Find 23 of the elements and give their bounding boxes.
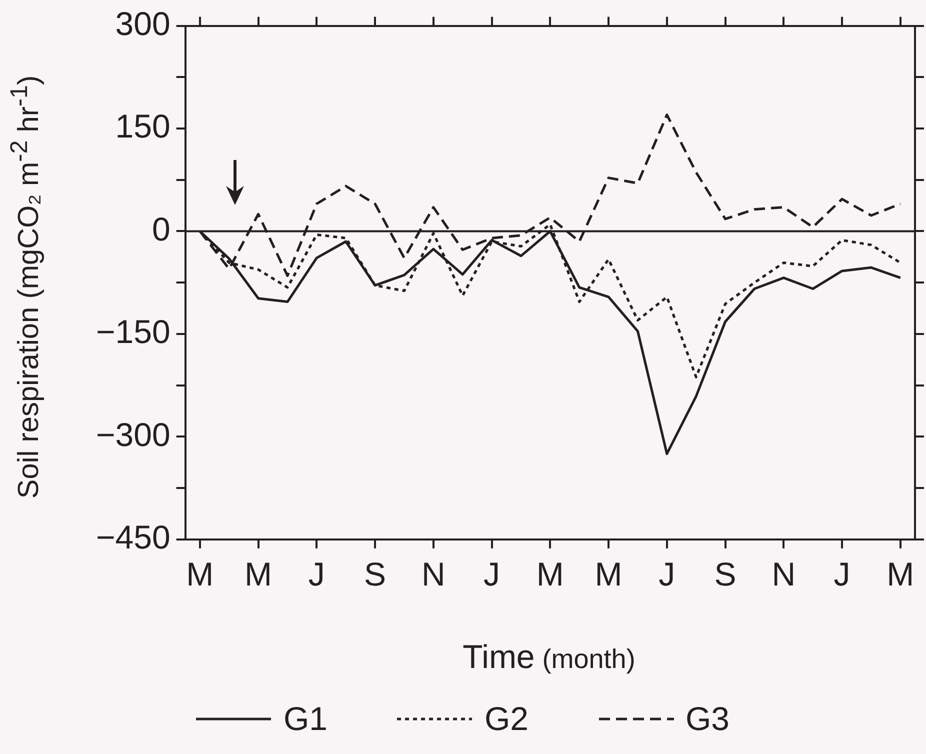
legend-label: G3	[686, 700, 730, 738]
x-tick-label: S	[364, 555, 386, 592]
x-tick-label: S	[714, 555, 736, 592]
y-tick-label: 150	[115, 108, 170, 145]
y-tick-label: 300	[115, 4, 170, 42]
y-tick-label: −150	[96, 313, 170, 350]
y-tick-label: −450	[96, 518, 170, 556]
y-tick-label: 0	[152, 210, 170, 248]
x-tick-label: J	[834, 555, 850, 592]
x-axis-title: Time (month)	[462, 638, 636, 676]
y-tick-label: −300	[96, 416, 170, 453]
x-tick-label: M	[536, 555, 564, 592]
x-tick-label: M	[244, 555, 272, 592]
x-tick-label: J	[308, 555, 325, 592]
x-tick-label: J	[484, 555, 500, 592]
x-tick-label: J	[658, 555, 676, 592]
x-tick-label: N	[772, 555, 796, 592]
x-tick-label: M	[886, 555, 914, 592]
legend-label: G2	[484, 700, 529, 738]
x-tick-label: M	[594, 555, 622, 592]
x-tick-label: M	[186, 555, 214, 592]
legend-label: G1	[283, 700, 328, 738]
x-tick-label: N	[421, 555, 446, 592]
